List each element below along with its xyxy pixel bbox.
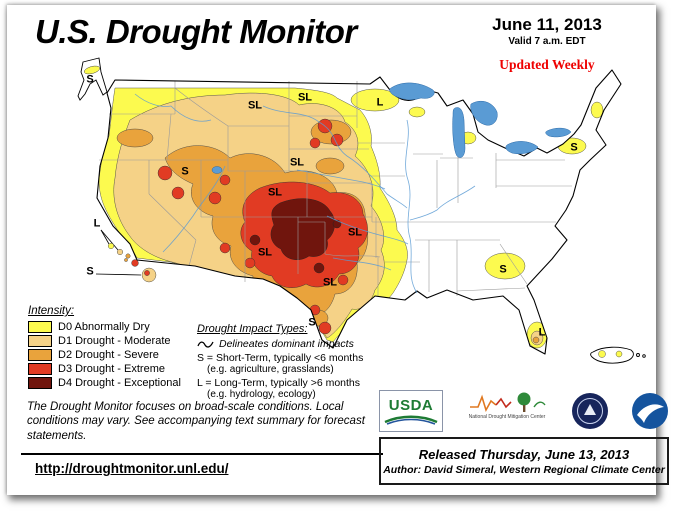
legend-item-label: D3 Drought - Extreme bbox=[58, 363, 165, 375]
map-impact-label: S bbox=[308, 316, 316, 329]
map-impact-label: SL bbox=[267, 186, 283, 199]
us-drought-map: S L S S SL SL L SL SL SL SL SL S S L S bbox=[75, 48, 665, 393]
legend-items: D0 Abnormally Dry D1 Drought - Moderate D2… bbox=[28, 321, 198, 389]
legend-item-label: D4 Drought - Exceptional bbox=[58, 377, 181, 389]
delineates-row: Delineates dominant impacts bbox=[197, 338, 367, 350]
map-date: June 11, 2013 bbox=[492, 15, 602, 34]
hawaii-inset bbox=[95, 229, 157, 283]
short-term-text: S = Short-Term, typically <6 months bbox=[197, 352, 364, 364]
usda-logo-text: USDA bbox=[388, 396, 434, 414]
map-impact-label: SL bbox=[257, 246, 273, 259]
impact-squiggle-icon bbox=[197, 341, 214, 348]
legend-item: D0 Abnormally Dry bbox=[28, 321, 198, 333]
released-date: Released Thursday, June 13, 2013 bbox=[418, 446, 630, 462]
legend-swatch bbox=[28, 321, 52, 333]
map-impact-label: L bbox=[376, 96, 384, 109]
legend-swatch bbox=[28, 349, 52, 361]
drought-layers bbox=[98, 87, 604, 349]
logos-row: USDA National Drought Mitigation Center bbox=[379, 388, 669, 434]
short-term-example: (e.g. agriculture, grasslands) bbox=[207, 364, 334, 375]
legend-item-label: D2 Drought - Severe bbox=[58, 349, 159, 361]
ndmc-logo-text: National Drought Mitigation Center bbox=[468, 414, 546, 420]
noaa-logo-icon bbox=[632, 393, 668, 429]
map-impact-label: S bbox=[181, 165, 189, 178]
delineates-text: Delineates dominant impacts bbox=[219, 338, 354, 350]
released-author: Author: David Simeral, Western Regional … bbox=[383, 463, 665, 476]
map-impact-label: L bbox=[538, 326, 546, 339]
impact-types-block: Drought Impact Types: Delineates dominan… bbox=[197, 323, 367, 400]
map-impact-label: S bbox=[86, 265, 94, 278]
map-impact-label: SL bbox=[297, 91, 313, 104]
legend-heading: Intensity: bbox=[28, 305, 75, 317]
great-lakes bbox=[211, 82, 572, 174]
map-impact-label: L bbox=[93, 217, 101, 230]
long-term-text: L = Long-Term, typically >6 months bbox=[197, 377, 361, 389]
ndmc-logo: National Drought Mitigation Center bbox=[465, 389, 549, 433]
usda-logo: USDA bbox=[379, 390, 443, 432]
usda-swoosh-icon bbox=[384, 415, 438, 425]
legend-item: D1 Drought - Moderate bbox=[28, 335, 198, 347]
map-impact-label: SL bbox=[347, 226, 363, 239]
valid-time: Valid 7 a.m. EDT bbox=[508, 36, 586, 47]
date-block: June 11, 2013 Valid 7 a.m. EDT Updated W… bbox=[462, 15, 632, 73]
rivers bbox=[134, 93, 476, 294]
legend-swatch bbox=[28, 363, 52, 375]
legend-item: D3 Drought - Extreme bbox=[28, 363, 198, 375]
footer-divider bbox=[21, 453, 383, 455]
map-impact-label: S bbox=[499, 263, 507, 276]
disclaimer-text: The Drought Monitor focuses on broad-sca… bbox=[27, 401, 365, 442]
legend-swatch bbox=[28, 335, 52, 347]
map-impact-label: S bbox=[86, 73, 94, 86]
release-info-box: Released Thursday, June 13, 2013 Author:… bbox=[379, 437, 669, 485]
commerce-seal-icon bbox=[572, 393, 608, 429]
page-title: U.S. Drought Monitor bbox=[35, 13, 357, 50]
puerto-rico-inset bbox=[590, 346, 646, 364]
legend-item: D2 Drought - Severe bbox=[28, 349, 198, 361]
impact-heading: Drought Impact Types: bbox=[197, 323, 308, 335]
legend-swatch bbox=[28, 377, 52, 389]
state-borders bbox=[99, 81, 572, 296]
legend-item: D4 Drought - Exceptional bbox=[28, 377, 198, 389]
ndmc-logo-icon bbox=[470, 392, 546, 413]
drought-monitor-page: U.S. Drought Monitor June 11, 2013 Valid… bbox=[7, 5, 669, 495]
intensity-legend: Intensity: D0 Abnormally Dry D1 Drought -… bbox=[28, 305, 198, 391]
map-impact-label: SL bbox=[322, 276, 338, 289]
drought-monitor-url[interactable]: http://droughtmonitor.unl.edu/ bbox=[35, 461, 229, 476]
legend-item-label: D0 Abnormally Dry bbox=[58, 321, 150, 333]
conus-map-svg bbox=[77, 57, 646, 364]
map-impact-label: SL bbox=[289, 156, 305, 169]
map-impact-label: SL bbox=[247, 99, 263, 112]
legend-item-label: D1 Drought - Moderate bbox=[58, 335, 171, 347]
long-term-example: (e.g. hydrology, ecology) bbox=[207, 389, 316, 400]
map-impact-label: S bbox=[570, 141, 578, 154]
updated-weekly-note: Updated Weekly bbox=[499, 57, 595, 72]
alaska-inset bbox=[77, 57, 108, 101]
